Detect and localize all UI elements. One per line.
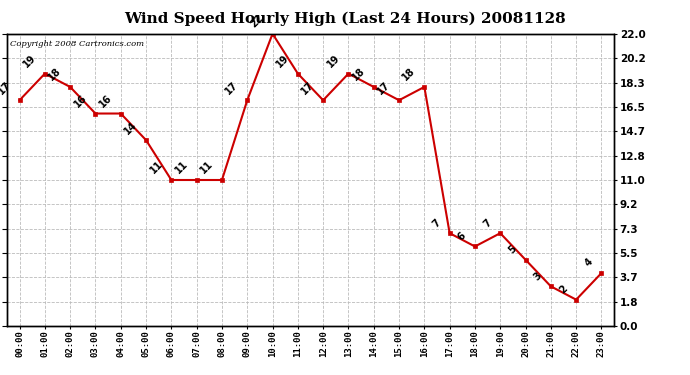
Text: 2: 2 <box>558 284 569 296</box>
Text: 7: 7 <box>482 217 493 229</box>
Text: 19: 19 <box>325 53 342 69</box>
Text: Wind Speed Hourly High (Last 24 Hours) 20081128: Wind Speed Hourly High (Last 24 Hours) 2… <box>124 11 566 26</box>
Text: 16: 16 <box>97 93 114 110</box>
Text: Copyright 2008 Cartronics.com: Copyright 2008 Cartronics.com <box>10 40 144 48</box>
Text: 14: 14 <box>123 119 139 136</box>
Text: 6: 6 <box>456 231 468 242</box>
Text: 18: 18 <box>46 66 63 83</box>
Text: 11: 11 <box>173 159 190 176</box>
Text: 17: 17 <box>299 80 316 96</box>
Text: 18: 18 <box>401 66 417 83</box>
Text: 3: 3 <box>532 270 544 282</box>
Text: 4: 4 <box>582 257 595 269</box>
Text: 17: 17 <box>224 80 240 96</box>
Text: 17: 17 <box>375 80 392 96</box>
Text: 5: 5 <box>506 244 519 256</box>
Text: 17: 17 <box>0 80 12 96</box>
Text: 11: 11 <box>199 159 215 176</box>
Text: 19: 19 <box>275 53 291 69</box>
Text: 18: 18 <box>350 66 367 83</box>
Text: 7: 7 <box>431 217 443 229</box>
Text: 22: 22 <box>249 13 266 30</box>
Text: 11: 11 <box>148 159 164 176</box>
Text: 16: 16 <box>72 93 88 110</box>
Text: 19: 19 <box>21 53 38 69</box>
